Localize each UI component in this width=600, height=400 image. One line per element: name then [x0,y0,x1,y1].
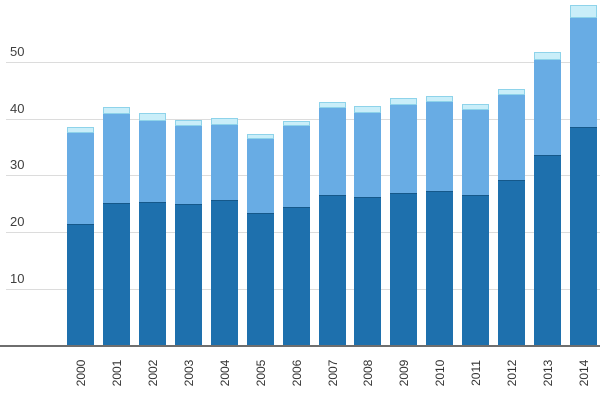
x-axis-line [0,345,600,347]
bar-2000-middle-medium-blue-segment [67,133,94,224]
x-axis-tick-label-2001: 2001 [110,359,124,387]
bar-2007-middle-medium-blue-segment [319,108,346,195]
bar-2001-bottom-dark-blue-segment [103,203,130,345]
y-axis-tick-label: 40 [10,101,25,116]
bar-2010-top-light-cyan-segment [426,96,453,102]
bar-2012-middle-medium-blue-segment [498,95,525,180]
bar-2002-middle-medium-blue-segment [139,121,166,202]
bar-2002-bottom-dark-blue-segment [139,202,166,345]
bar-2006-top-light-cyan-segment [283,121,310,126]
bar-2011-bottom-dark-blue-segment [462,195,489,345]
x-axis-tick-label-2009: 2009 [397,359,411,387]
bar-2014-bottom-dark-blue-segment [570,127,597,345]
bar-2003-middle-medium-blue-segment [175,126,202,204]
bar-2001-top-light-cyan-segment [103,107,130,114]
bar-2005-top-light-cyan-segment [247,134,274,139]
bar-2007-bottom-dark-blue-segment [319,195,346,345]
bar-2014-middle-medium-blue-segment [570,18,597,127]
bar-2012-top-light-cyan-segment [498,89,525,95]
y-axis-tick-label: 10 [10,271,25,286]
bar-2010-middle-medium-blue-segment [426,102,453,191]
bar-2006-bottom-dark-blue-segment [283,207,310,345]
gridline-50 [6,62,600,63]
x-axis-tick-label-2013: 2013 [541,359,555,387]
bar-2006-middle-medium-blue-segment [283,126,310,207]
bar-2003-top-light-cyan-segment [175,120,202,126]
bar-2010-bottom-dark-blue-segment [426,191,453,345]
bar-2012-bottom-dark-blue-segment [498,180,525,345]
bar-2014-top-light-cyan-segment [570,5,597,18]
x-axis-tick-label-2014: 2014 [577,359,591,387]
x-axis-tick-label-2011: 2011 [469,360,483,386]
y-axis-tick-label: 30 [10,157,25,172]
bar-2000-top-light-cyan-segment [67,127,94,133]
x-axis-tick-label-2008: 2008 [361,359,375,387]
bar-2003-bottom-dark-blue-segment [175,204,202,345]
bar-2002-top-light-cyan-segment [139,113,166,121]
bar-2004-middle-medium-blue-segment [211,125,238,200]
gridline-40 [6,119,600,120]
x-axis-tick-label-2005: 2005 [254,359,268,387]
x-axis-tick-label-2012: 2012 [505,359,519,387]
bar-2004-top-light-cyan-segment [211,118,238,125]
bar-2007-top-light-cyan-segment [319,102,346,108]
bar-2013-middle-medium-blue-segment [534,60,561,155]
y-axis-tick-label: 20 [10,214,25,229]
x-axis-tick-label-2007: 2007 [326,359,340,387]
bar-2005-bottom-dark-blue-segment [247,213,274,345]
y-axis-tick-label: 50 [10,44,25,59]
bar-2009-bottom-dark-blue-segment [390,193,417,345]
x-axis-tick-label-2003: 2003 [182,359,196,387]
x-axis-tick-label-2004: 2004 [218,359,232,387]
bar-2000-bottom-dark-blue-segment [67,224,94,345]
bar-2011-middle-medium-blue-segment [462,110,489,195]
bar-2008-bottom-dark-blue-segment [354,197,381,345]
x-axis-tick-label-2000: 2000 [74,359,88,387]
bar-2008-middle-medium-blue-segment [354,113,381,197]
x-axis-tick-label-2006: 2006 [290,359,304,387]
bar-2013-top-light-cyan-segment [534,52,561,60]
x-axis-tick-label-2002: 2002 [146,359,160,387]
bar-2004-bottom-dark-blue-segment [211,200,238,345]
bar-2009-middle-medium-blue-segment [390,105,417,193]
bar-2008-top-light-cyan-segment [354,106,381,113]
bar-2011-top-light-cyan-segment [462,104,489,110]
bar-2005-middle-medium-blue-segment [247,139,274,213]
bar-2001-middle-medium-blue-segment [103,114,130,203]
x-axis-tick-label-2010: 2010 [433,359,447,387]
bar-2013-bottom-dark-blue-segment [534,155,561,345]
bar-2009-top-light-cyan-segment [390,98,417,105]
